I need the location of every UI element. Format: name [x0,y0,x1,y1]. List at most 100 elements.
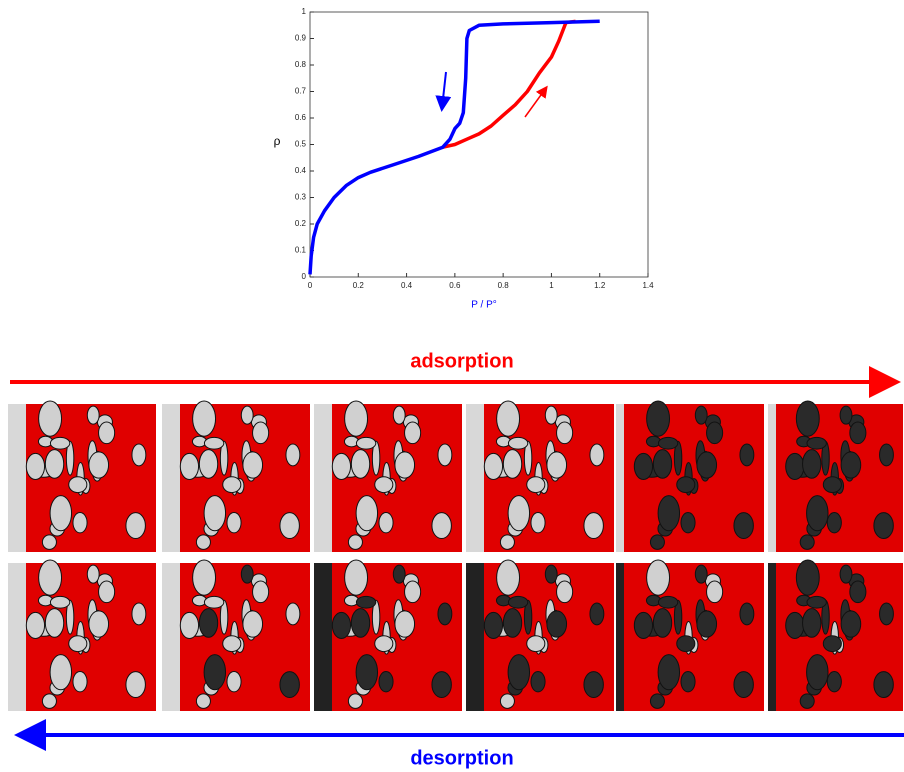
pore [252,580,270,604]
pore [374,635,394,653]
pore [355,595,377,609]
pore [676,635,696,653]
pore [371,599,381,635]
pore [589,443,605,467]
pore [72,671,88,693]
pore [394,610,416,638]
pore [65,599,75,635]
snapshot-panels [8,400,903,711]
pore [404,421,422,445]
pore [879,443,894,467]
plot-frame [309,11,649,278]
pore [242,451,264,479]
pore [739,602,755,626]
panel-edge [162,563,180,711]
pore [347,693,363,709]
pore [392,405,406,425]
pore [652,449,673,479]
pore [437,443,453,467]
pore [739,443,755,467]
x-axis-label: P / P° [471,300,497,311]
pore [802,449,822,479]
panel-edge [768,563,776,711]
pore [826,512,842,534]
pore [350,449,371,479]
pore [523,440,533,476]
pore [646,559,671,596]
panel-edge [8,563,26,711]
y-tick-label: 0 [302,272,307,281]
pore [279,512,300,540]
pore [483,452,504,480]
pore [350,608,371,638]
pore [649,693,665,709]
pore [72,512,88,534]
pore [131,443,147,467]
pore [179,611,200,639]
pore [125,512,146,540]
pore [706,580,724,604]
x-tick-label: 0.8 [498,281,510,290]
pore [394,451,416,479]
pore [437,602,453,626]
y-tick-label: 0.6 [295,113,307,122]
pore [355,436,377,450]
panel-edge [314,404,332,552]
x-tick-label: 0.6 [449,281,461,290]
pore [86,564,100,584]
pore [802,608,822,638]
pore [657,654,681,691]
pore [219,440,229,476]
panel-edge [314,563,332,711]
series-line [442,19,576,149]
pore [195,534,211,550]
pore [673,599,683,635]
pore [873,512,894,540]
y-tick-label: 0.2 [295,219,307,228]
panel-edge [466,563,484,711]
pore [192,559,217,596]
pore [822,635,842,653]
pore [507,654,531,691]
pore [68,635,88,653]
pore [344,400,369,437]
pore [530,671,546,693]
series-line [308,19,600,275]
panel-edge [768,404,776,552]
pore [374,476,394,494]
pore [840,451,862,479]
pore [806,654,829,691]
pore [733,671,754,699]
x-tick-label: 0.2 [353,281,365,290]
pore [546,610,568,638]
panel-edge [8,404,26,552]
pore [496,559,521,596]
pore [38,400,63,437]
y-tick-label: 0.1 [295,246,307,255]
pore [680,671,696,693]
y-tick-label: 0.4 [295,166,307,175]
pore [785,611,805,639]
pore [331,452,352,480]
pore [252,421,270,445]
pore [483,611,504,639]
desorption-label: desorption [410,747,513,769]
pore [799,534,815,550]
pore [507,595,529,609]
pore [25,611,46,639]
pore [694,405,708,425]
x-tick-label: 1.4 [642,281,654,290]
pore [526,635,546,653]
pore [242,610,264,638]
pore [431,671,452,699]
pore [355,495,379,532]
pore [226,512,242,534]
pore [733,512,754,540]
pore [378,671,394,693]
pore [839,405,853,425]
pore [785,452,805,480]
pore [546,451,568,479]
pore [839,564,853,584]
pore [49,595,71,609]
